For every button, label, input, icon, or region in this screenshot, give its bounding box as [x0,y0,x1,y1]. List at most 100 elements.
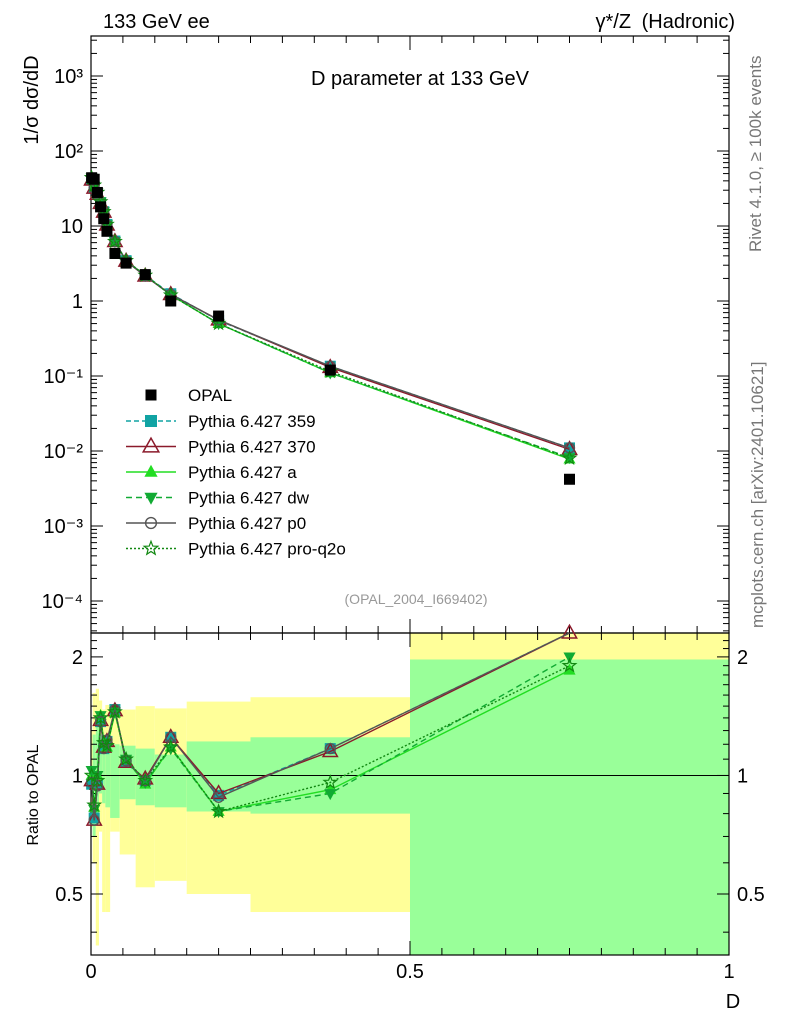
mcplots-label: mcplots.cern.ch [arXiv:2401.10621] [748,362,767,628]
header-right-prefix: γ*/Z [596,11,632,33]
opal-point [139,269,151,281]
ratio-point [106,703,123,719]
ratio-point [212,791,225,803]
opal-data [86,172,575,485]
green-band [119,745,136,800]
opal-point [95,201,107,213]
ratio-series-5 [83,657,578,819]
opal-point [120,257,132,269]
ratio-point [563,663,576,675]
series-line [90,177,570,459]
legend-marker-opal [145,389,157,401]
legend-marker [144,492,158,505]
y-tick-label: 1 [72,291,83,313]
x-tick-label: 1 [723,961,734,983]
opal-point [101,225,113,237]
y-tick-label: 10² [54,141,83,163]
ratio-point [88,814,100,826]
chart-title: D parameter at 133 GeV [311,68,530,90]
series-1 [83,170,578,456]
series-4 [85,174,576,454]
header-right: γ*/Z (Hadronic) [596,11,735,33]
ratio-point [561,657,578,673]
green-band [102,741,106,804]
green-band [98,734,103,794]
ratio-axis-label: Ratio to OPAL [25,744,42,845]
series-line [90,179,570,449]
ratio-tick-label: 2 [72,647,83,669]
ratio-point [137,772,154,788]
legend-marker [144,464,158,477]
legend-label: Pythia 6.427 a [188,463,297,482]
ratio-point [162,738,179,754]
ratio-point [561,623,578,639]
yellow-band [102,709,106,913]
ratio-line [90,665,570,813]
legend-marker [141,436,161,453]
axes: 10⁻⁴ 10⁻³ 10⁻² 10⁻¹ 1 10 10² 10³ 0.5 0.5 1 1 2 2 0 0.5 1 [42,35,765,983]
y-axis-label: 1/σ dσ/dD [21,55,43,144]
legend-label: Pythia 6.427 p0 [188,514,306,533]
y-tick-label: 10³ [54,66,83,88]
opal-point [91,186,103,198]
ratio-bands [91,633,729,955]
ratio-point [92,709,109,725]
green-band [410,659,729,955]
main-frame [90,35,730,634]
opal-point [88,173,100,185]
ratio-tick-label: 1 [72,765,83,787]
x-axis-label: D [726,991,740,1013]
ratio-tick-label-right: 0.5 [737,884,765,906]
opal-point [564,473,575,485]
legend: OPAL Pythia 6.427 359 Pythia 6.427 370 Pyth… [126,386,346,559]
opal-point [109,247,121,259]
ratio-tick-label: 0.5 [55,884,83,906]
opal-point [98,213,110,225]
legend-label: Pythia 6.427 370 [188,438,316,457]
header-left: 133 GeV ee [103,11,210,33]
y-tick-label: 10⁻² [44,441,84,463]
header-right-suffix: (Hadronic) [642,11,735,33]
ratio-point [118,750,135,766]
ratio-point [322,774,339,790]
ratio-point [210,803,227,819]
series-layer [83,169,578,826]
series-2 [85,171,576,464]
analysis-tag: (OPAL_2004_I669402) [345,591,488,607]
ratio-point [120,755,132,767]
series-line [90,177,570,459]
legend-label: Pythia 6.427 pro-q2o [188,540,346,559]
y-tick-label: 10⁻⁴ [42,591,83,613]
legend-marker [145,415,157,427]
series-line [90,179,570,449]
x-tick-label: 0 [85,961,96,983]
series-line [90,177,570,460]
y-tick-label: 10 [61,216,83,238]
legend-label: Pythia 6.427 359 [188,412,316,431]
legend-marker [142,539,160,556]
ratio-point [89,772,106,788]
rivet-label: Rivet 4.1.0, ≥ 100k events [746,56,765,252]
ratio-tick-label-right: 2 [737,647,748,669]
y-tick-label: 10⁻¹ [44,366,84,388]
ratio-point [324,789,337,801]
ratio-tick-label-right: 1 [737,765,748,787]
opal-point [165,295,177,307]
ratio-point [99,737,115,753]
yellow-band [105,704,111,913]
green-band [110,744,120,818]
legend-marker [144,516,158,530]
ratio-point [86,796,103,813]
series-point [561,449,578,466]
legend-label: Pythia 6.427 dw [188,489,310,508]
legend-label-opal: OPAL [188,386,232,405]
opal-point [213,310,225,322]
series-0 [86,173,575,454]
ratio-point [213,789,225,801]
series-5 [83,169,578,466]
series-point [106,233,123,249]
ratio-point [324,742,336,755]
x-tick-label: 0.5 [396,961,424,983]
series-line [90,179,570,451]
